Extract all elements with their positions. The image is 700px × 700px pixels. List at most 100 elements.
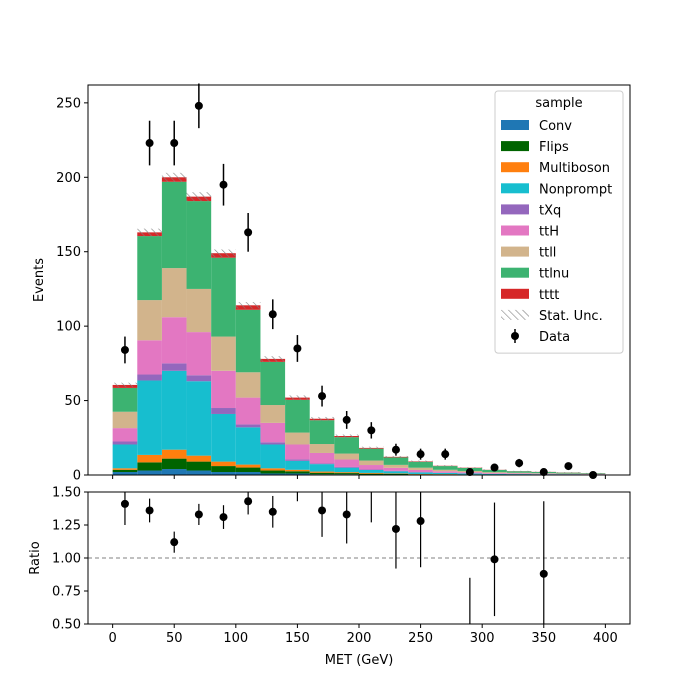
ratio-axes-frame xyxy=(87,491,631,625)
legend-label-flips: Flips xyxy=(539,140,569,155)
bar-ttll-bin-9 xyxy=(334,453,359,460)
bar-flips-bin-5 xyxy=(235,467,261,473)
bar-tth-bin-1 xyxy=(137,340,162,375)
bar-tth-bin-12 xyxy=(408,469,433,473)
legend-label-data: Data xyxy=(539,330,570,345)
main-ylabel: Events xyxy=(32,258,47,302)
main-ytick-label-2: 100 xyxy=(56,320,81,335)
bar-ttll-bin-12 xyxy=(408,467,433,470)
ratio-point-12 xyxy=(416,517,425,526)
bar-ttll-bin-0 xyxy=(112,411,138,429)
bar-nonprompt-bin-4 xyxy=(211,413,236,462)
bar-txq-bin-4 xyxy=(211,408,236,414)
data-point-1 xyxy=(145,139,154,148)
bar-conv-bin-5 xyxy=(235,472,261,475)
ratio-ytick-label-1: 0.75 xyxy=(52,585,81,600)
ratio-point-10 xyxy=(367,481,375,489)
ratio-xtick-label-8: 400 xyxy=(593,631,618,646)
bar-flips-bin-1 xyxy=(137,462,162,471)
stat-unc-band-bin-16 xyxy=(506,470,532,472)
bar-flips-bin-6 xyxy=(260,470,286,474)
legend-label-tttt: tttt xyxy=(539,288,559,303)
bar-conv-bin-7 xyxy=(285,473,310,475)
ratio-point-5 xyxy=(244,497,253,506)
legend-data-marker xyxy=(511,332,519,340)
main-ytick-label-1: 50 xyxy=(64,394,81,409)
ratio-xtick-label-0: 0 xyxy=(108,631,116,646)
bar-nonprompt-bin-9 xyxy=(334,467,359,473)
bar-nonprompt-bin-10 xyxy=(359,469,384,473)
bar-tth-bin-4 xyxy=(211,370,236,409)
bar-ttll-bin-2 xyxy=(161,268,187,318)
bar-tth-bin-15 xyxy=(482,473,507,474)
bar-multiboson-bin-7 xyxy=(285,469,310,472)
data-point-3 xyxy=(194,101,203,110)
main-ytick-label-0: 0 xyxy=(73,469,81,484)
bar-ttll-bin-5 xyxy=(235,372,261,398)
bar-conv-bin-0 xyxy=(112,472,138,475)
bar-txq-bin-5 xyxy=(235,424,261,428)
ratio-point-11 xyxy=(391,524,400,533)
ratio-ytick-label-2: 1.00 xyxy=(52,552,81,567)
bar-nonprompt-bin-5 xyxy=(235,427,261,465)
bar-ttlnu-bin-0 xyxy=(112,387,138,412)
bar-tth-bin-13 xyxy=(432,471,458,473)
bar-ttlnu-bin-9 xyxy=(334,437,359,454)
data-point-5 xyxy=(244,228,253,237)
ratio-xtick-label-6: 300 xyxy=(470,631,495,646)
bar-ttlnu-bin-8 xyxy=(309,420,335,445)
data-point-15 xyxy=(490,463,499,472)
bar-ttlnu-bin-12 xyxy=(408,461,433,468)
bar-ttlnu-bin-7 xyxy=(285,399,310,433)
bar-multiboson-bin-9 xyxy=(334,472,359,474)
bar-txq-bin-7 xyxy=(285,459,310,461)
data-point-11 xyxy=(391,445,400,454)
legend-swatch-ttlnu xyxy=(501,267,529,278)
bar-ttlnu-bin-2 xyxy=(161,181,187,269)
bar-flips-bin-4 xyxy=(211,466,236,473)
bar-multiboson-bin-10 xyxy=(359,472,384,474)
ratio-ytick-label-0: 0.50 xyxy=(52,618,81,633)
bar-ttlnu-bin-1 xyxy=(137,236,162,301)
legend-swatch-conv xyxy=(501,120,529,130)
ratio-point-3 xyxy=(194,510,203,519)
bar-conv-bin-1 xyxy=(137,470,162,475)
bar-flips-bin-10 xyxy=(359,473,384,475)
bar-ttlnu-bin-11 xyxy=(383,457,409,465)
bar-ttlnu-bin-4 xyxy=(211,257,236,337)
data-point-18 xyxy=(564,462,573,471)
bar-txq-bin-8 xyxy=(309,463,335,465)
bar-flips-bin-11 xyxy=(383,473,409,475)
ratio-xtick-label-2: 100 xyxy=(223,631,248,646)
bar-multiboson-bin-1 xyxy=(137,454,162,463)
ratio-point-4 xyxy=(219,513,228,522)
x-axis-label: MET (GeV) xyxy=(325,653,394,668)
bar-nonprompt-bin-13 xyxy=(432,472,458,475)
bar-multiboson-bin-3 xyxy=(186,455,212,462)
bar-txq-bin-1 xyxy=(137,374,162,381)
data-point-4 xyxy=(219,180,228,189)
bar-ttlnu-bin-6 xyxy=(260,361,286,406)
ratio-xtick-label-5: 250 xyxy=(408,631,433,646)
bar-nonprompt-bin-1 xyxy=(137,380,162,455)
bar-ttll-bin-4 xyxy=(211,336,236,371)
bar-txq-bin-6 xyxy=(260,442,286,445)
bar-multiboson-bin-5 xyxy=(235,464,261,468)
legend-label-txq: tXq xyxy=(539,203,561,218)
bar-ttlnu-bin-10 xyxy=(359,448,384,461)
bar-nonprompt-bin-2 xyxy=(161,370,187,450)
bar-flips-bin-7 xyxy=(285,471,310,474)
bar-conv-bin-6 xyxy=(260,473,286,475)
legend-label-ttll: ttll xyxy=(539,246,556,261)
legend-title: sample xyxy=(535,96,582,111)
legend-swatch-flips xyxy=(501,141,529,152)
bar-ttll-bin-15 xyxy=(482,472,507,474)
bar-ttlnu-bin-16 xyxy=(506,471,532,473)
bar-tth-bin-5 xyxy=(235,397,261,425)
bar-conv-bin-2 xyxy=(161,469,187,475)
bar-tth-bin-9 xyxy=(334,459,359,467)
ratio-point-8 xyxy=(318,506,327,515)
bar-nonprompt-bin-11 xyxy=(383,471,409,474)
ratio-xtick-label-1: 50 xyxy=(166,631,183,646)
